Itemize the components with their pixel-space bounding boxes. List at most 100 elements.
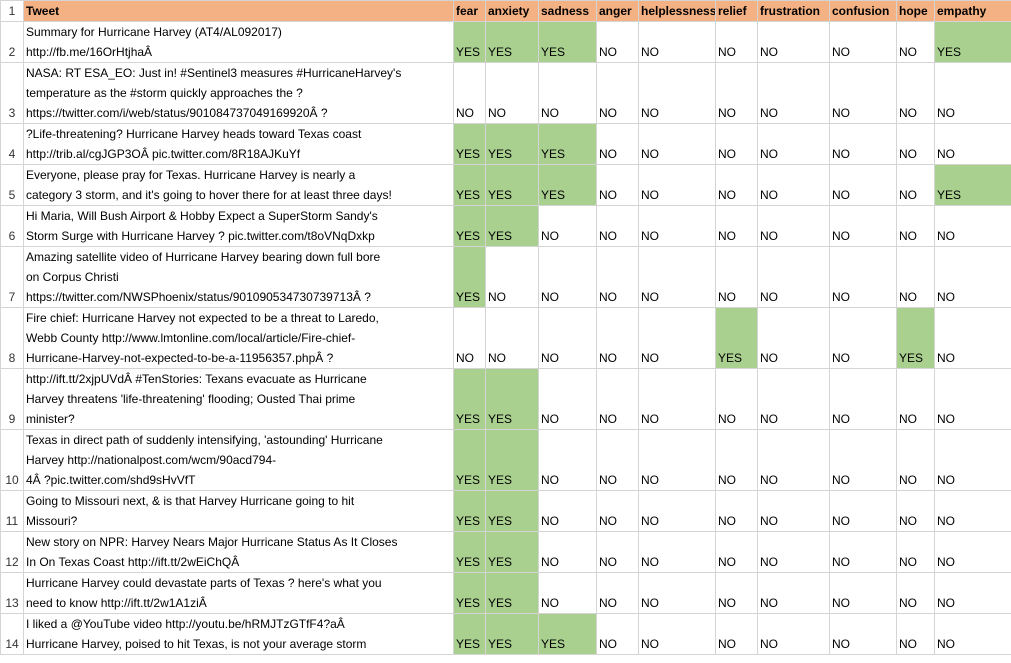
hope-cell[interactable]: NO	[896, 62, 935, 124]
row-number[interactable]: 1	[0, 0, 24, 22]
sadness-cell[interactable]: YES	[538, 21, 597, 63]
empathy-cell[interactable]: NO	[934, 246, 1011, 308]
confusion-cell[interactable]: NO	[829, 613, 897, 655]
relief-cell[interactable]: NO	[715, 490, 758, 532]
hope-cell[interactable]: NO	[896, 572, 935, 614]
empathy-cell[interactable]: NO	[934, 531, 1011, 573]
tweet-cell[interactable]: http://ift.tt/2xjpUVdÂ #TenStories: Texa…	[23, 368, 454, 430]
relief-cell[interactable]: NO	[715, 368, 758, 430]
anger-cell[interactable]: NO	[596, 205, 639, 247]
row-number[interactable]: 9	[0, 368, 24, 430]
fear-cell[interactable]: YES	[453, 123, 486, 165]
empathy-cell[interactable]: YES	[934, 21, 1011, 63]
frustration-cell[interactable]: NO	[757, 572, 830, 614]
header-helplessness[interactable]: helplessness	[638, 0, 716, 22]
sadness-cell[interactable]: NO	[538, 429, 597, 491]
anger-cell[interactable]: NO	[596, 368, 639, 430]
helplessness-cell[interactable]: NO	[638, 613, 716, 655]
helplessness-cell[interactable]: NO	[638, 368, 716, 430]
frustration-cell[interactable]: NO	[757, 531, 830, 573]
helplessness-cell[interactable]: NO	[638, 429, 716, 491]
hope-cell[interactable]: YES	[896, 307, 935, 369]
header-tweet[interactable]: Tweet	[23, 0, 454, 22]
relief-cell[interactable]: NO	[715, 164, 758, 206]
helplessness-cell[interactable]: NO	[638, 205, 716, 247]
empathy-cell[interactable]: NO	[934, 62, 1011, 124]
anger-cell[interactable]: NO	[596, 613, 639, 655]
header-relief[interactable]: relief	[715, 0, 758, 22]
row-number[interactable]: 13	[0, 572, 24, 614]
relief-cell[interactable]: YES	[715, 307, 758, 369]
empathy-cell[interactable]: YES	[934, 164, 1011, 206]
fear-cell[interactable]: YES	[453, 21, 486, 63]
tweet-cell[interactable]: Summary for Hurricane Harvey (AT4/AL0920…	[23, 21, 454, 63]
anger-cell[interactable]: NO	[596, 123, 639, 165]
hope-cell[interactable]: NO	[896, 490, 935, 532]
tweet-cell[interactable]: Going to Missouri next, & is that Harvey…	[23, 490, 454, 532]
hope-cell[interactable]: NO	[896, 21, 935, 63]
header-empathy[interactable]: empathy	[934, 0, 1011, 22]
fear-cell[interactable]: YES	[453, 572, 486, 614]
empathy-cell[interactable]: NO	[934, 490, 1011, 532]
empathy-cell[interactable]: NO	[934, 613, 1011, 655]
helplessness-cell[interactable]: NO	[638, 246, 716, 308]
anger-cell[interactable]: NO	[596, 572, 639, 614]
helplessness-cell[interactable]: NO	[638, 62, 716, 124]
sadness-cell[interactable]: NO	[538, 246, 597, 308]
anger-cell[interactable]: NO	[596, 62, 639, 124]
fear-cell[interactable]: YES	[453, 205, 486, 247]
confusion-cell[interactable]: NO	[829, 246, 897, 308]
relief-cell[interactable]: NO	[715, 613, 758, 655]
confusion-cell[interactable]: NO	[829, 164, 897, 206]
relief-cell[interactable]: NO	[715, 62, 758, 124]
fear-cell[interactable]: YES	[453, 490, 486, 532]
frustration-cell[interactable]: NO	[757, 21, 830, 63]
frustration-cell[interactable]: NO	[757, 246, 830, 308]
anxiety-cell[interactable]: YES	[485, 429, 539, 491]
row-number[interactable]: 5	[0, 164, 24, 206]
anxiety-cell[interactable]: YES	[485, 572, 539, 614]
relief-cell[interactable]: NO	[715, 531, 758, 573]
anger-cell[interactable]: NO	[596, 490, 639, 532]
confusion-cell[interactable]: NO	[829, 205, 897, 247]
fear-cell[interactable]: YES	[453, 613, 486, 655]
row-number[interactable]: 7	[0, 246, 24, 308]
row-number[interactable]: 11	[0, 490, 24, 532]
relief-cell[interactable]: NO	[715, 429, 758, 491]
anger-cell[interactable]: NO	[596, 307, 639, 369]
anxiety-cell[interactable]: YES	[485, 368, 539, 430]
tweet-cell[interactable]: NASA: RT ESA_EO: Just in! #Sentinel3 mea…	[23, 62, 454, 124]
sadness-cell[interactable]: NO	[538, 62, 597, 124]
anxiety-cell[interactable]: YES	[485, 531, 539, 573]
hope-cell[interactable]: NO	[896, 205, 935, 247]
confusion-cell[interactable]: NO	[829, 21, 897, 63]
confusion-cell[interactable]: NO	[829, 572, 897, 614]
header-fear[interactable]: fear	[453, 0, 486, 22]
empathy-cell[interactable]: NO	[934, 572, 1011, 614]
anxiety-cell[interactable]: YES	[485, 613, 539, 655]
frustration-cell[interactable]: NO	[757, 62, 830, 124]
anxiety-cell[interactable]: YES	[485, 490, 539, 532]
relief-cell[interactable]: NO	[715, 123, 758, 165]
tweet-cell[interactable]: Hurricane Harvey could devastate parts o…	[23, 572, 454, 614]
confusion-cell[interactable]: NO	[829, 429, 897, 491]
row-number[interactable]: 2	[0, 21, 24, 63]
fear-cell[interactable]: YES	[453, 164, 486, 206]
fear-cell[interactable]: YES	[453, 246, 486, 308]
anxiety-cell[interactable]: NO	[485, 62, 539, 124]
helplessness-cell[interactable]: NO	[638, 572, 716, 614]
empathy-cell[interactable]: NO	[934, 205, 1011, 247]
helplessness-cell[interactable]: NO	[638, 123, 716, 165]
helplessness-cell[interactable]: NO	[638, 307, 716, 369]
sadness-cell[interactable]: NO	[538, 490, 597, 532]
frustration-cell[interactable]: NO	[757, 490, 830, 532]
anger-cell[interactable]: NO	[596, 531, 639, 573]
row-number[interactable]: 8	[0, 307, 24, 369]
header-sadness[interactable]: sadness	[538, 0, 597, 22]
relief-cell[interactable]: NO	[715, 572, 758, 614]
frustration-cell[interactable]: NO	[757, 123, 830, 165]
header-confusion[interactable]: confusion	[829, 0, 897, 22]
helplessness-cell[interactable]: NO	[638, 164, 716, 206]
anxiety-cell[interactable]: NO	[485, 246, 539, 308]
anxiety-cell[interactable]: NO	[485, 307, 539, 369]
